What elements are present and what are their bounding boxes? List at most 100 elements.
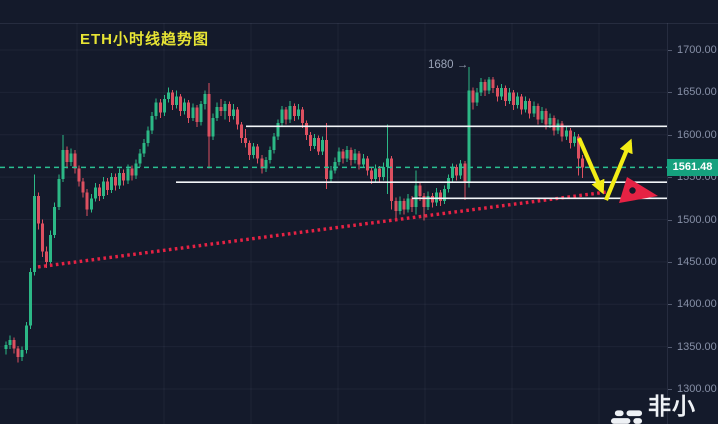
ascending-trendline[interactable] bbox=[37, 189, 611, 269]
candle-body bbox=[491, 79, 495, 89]
candle-body bbox=[73, 153, 77, 169]
candle-body bbox=[219, 106, 223, 112]
candle-body bbox=[349, 150, 353, 161]
candle-body bbox=[268, 150, 272, 161]
candle-body bbox=[280, 109, 284, 123]
red-arrow-marker[interactable] bbox=[619, 177, 658, 203]
candle-body bbox=[69, 153, 73, 162]
candle-body bbox=[398, 200, 402, 212]
candle-body bbox=[187, 102, 191, 118]
candle-body bbox=[28, 272, 32, 326]
candle-body bbox=[162, 99, 166, 113]
candle-body bbox=[12, 339, 16, 349]
candle-body bbox=[337, 151, 341, 162]
candle-body bbox=[426, 195, 430, 207]
candle-body bbox=[317, 138, 321, 152]
candle-body bbox=[520, 96, 524, 110]
candle-body bbox=[4, 344, 8, 350]
candle-body bbox=[329, 170, 333, 179]
candle-body bbox=[536, 105, 540, 120]
candle-body bbox=[126, 168, 130, 181]
candle-body bbox=[57, 178, 61, 207]
candle-series bbox=[4, 66, 585, 363]
candle-body bbox=[138, 153, 142, 164]
axis-tick bbox=[668, 50, 672, 51]
candle-body bbox=[471, 90, 475, 103]
yellow-arrow-down[interactable] bbox=[577, 137, 605, 195]
candle-body bbox=[568, 130, 572, 144]
candle-body bbox=[215, 106, 219, 118]
candle-body bbox=[101, 181, 105, 196]
candle-body bbox=[32, 195, 36, 273]
candle-body bbox=[110, 177, 114, 190]
candle-body bbox=[394, 200, 398, 212]
candle-body bbox=[483, 82, 487, 91]
top-toolbar-border bbox=[0, 0, 718, 24]
candle-body bbox=[183, 102, 187, 112]
candle-body bbox=[487, 79, 491, 91]
candle-body bbox=[244, 138, 248, 144]
candle-body bbox=[260, 158, 264, 169]
price-tick-label: 1700.00 bbox=[677, 44, 717, 56]
price-tick-label: 1600.00 bbox=[677, 128, 717, 141]
candle-body bbox=[390, 158, 394, 201]
candle-body bbox=[503, 88, 507, 101]
candle-body bbox=[195, 107, 199, 123]
candle-body bbox=[402, 200, 406, 210]
price-tick-label: 1450.00 bbox=[677, 255, 717, 268]
candle-body bbox=[93, 187, 97, 199]
candle-body bbox=[158, 102, 162, 113]
candle-body bbox=[459, 163, 463, 176]
candle-body bbox=[53, 206, 57, 235]
candle-body bbox=[507, 92, 511, 101]
candle-body bbox=[256, 146, 260, 159]
yellow-arrow-up[interactable] bbox=[604, 138, 633, 201]
candle-body bbox=[276, 122, 280, 137]
candle-body bbox=[479, 82, 483, 93]
drawing-overlays bbox=[0, 125, 667, 269]
candle-body bbox=[333, 161, 337, 171]
candle-body bbox=[544, 111, 548, 125]
axis-tick bbox=[668, 261, 672, 263]
candle-body bbox=[548, 117, 552, 125]
candle-body bbox=[365, 158, 369, 171]
candle-body bbox=[239, 124, 243, 139]
candle-body bbox=[321, 139, 325, 152]
price-tick-label: 1300.00 bbox=[677, 383, 717, 395]
candle-body bbox=[292, 105, 296, 117]
candle-body bbox=[85, 192, 89, 210]
axis-tick bbox=[668, 92, 672, 94]
candle-body bbox=[154, 102, 158, 117]
candle-body bbox=[300, 109, 304, 123]
price-axis[interactable]: 1700.00 1650.00 1600.00 1550.00 1500.00 1450.… bbox=[667, 23, 718, 424]
candle-body bbox=[36, 195, 40, 224]
axis-tick bbox=[668, 219, 672, 221]
price-tick-label: 1350.00 bbox=[677, 340, 717, 353]
candle-body bbox=[89, 198, 93, 210]
candle-body bbox=[560, 123, 564, 137]
axis-tick bbox=[668, 346, 672, 348]
candle-body bbox=[97, 187, 101, 196]
axis-tick bbox=[668, 304, 672, 306]
candle-body bbox=[418, 185, 422, 196]
candle-body bbox=[41, 223, 45, 252]
candle-body bbox=[203, 94, 207, 105]
candle-body bbox=[65, 150, 69, 162]
candle-body bbox=[451, 166, 455, 178]
candle-body bbox=[564, 130, 568, 137]
candle-body bbox=[369, 170, 373, 179]
candle-body bbox=[134, 163, 138, 176]
candle-body bbox=[447, 177, 451, 189]
axis-tick bbox=[668, 177, 672, 179]
candle-body bbox=[122, 172, 126, 181]
candle-body bbox=[528, 100, 532, 114]
chart-title: ETH小时线趋势图 bbox=[80, 31, 210, 48]
candle-body bbox=[179, 96, 183, 112]
current-price-label: 1561.48 bbox=[667, 158, 718, 176]
candle-body bbox=[304, 122, 308, 135]
peak-price-annotation: 1680 → bbox=[428, 59, 469, 71]
candle-body bbox=[524, 100, 528, 110]
candle-body bbox=[512, 92, 515, 106]
candle-body bbox=[81, 181, 85, 193]
